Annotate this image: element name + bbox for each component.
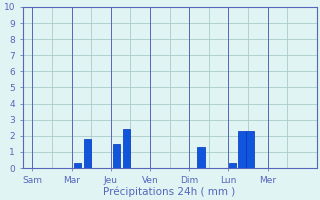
- Bar: [123, 129, 130, 168]
- Bar: [113, 144, 120, 168]
- X-axis label: Précipitations 24h ( mm ): Précipitations 24h ( mm ): [103, 186, 236, 197]
- Bar: [74, 163, 81, 168]
- Bar: [197, 147, 205, 168]
- Bar: [228, 163, 236, 168]
- Bar: [84, 139, 91, 168]
- Bar: [238, 131, 246, 168]
- Bar: [246, 131, 254, 168]
